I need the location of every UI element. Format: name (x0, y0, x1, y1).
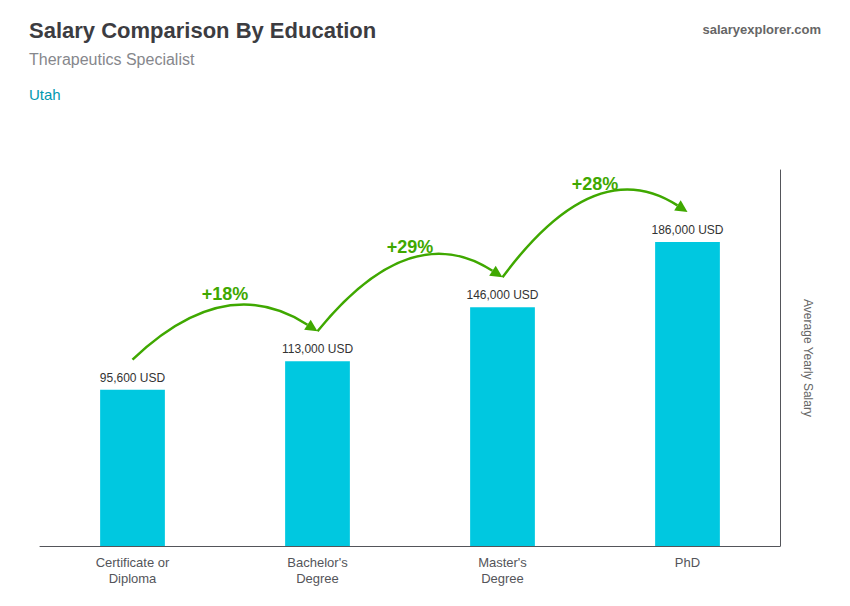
svg-text:PhD: PhD (675, 555, 700, 570)
svg-text:+28%: +28% (572, 174, 619, 194)
svg-text:95,600 USD: 95,600 USD (100, 371, 166, 385)
svg-text:146,000 USD: 146,000 USD (466, 288, 538, 302)
svg-text:Master's: Master's (478, 555, 527, 570)
svg-text:Degree: Degree (481, 571, 524, 586)
svg-text:113,000 USD: 113,000 USD (282, 342, 353, 356)
svg-text:salaryexplorer.com: salaryexplorer.com (702, 22, 821, 37)
svg-text:Therapeutics Specialist: Therapeutics Specialist (29, 51, 195, 68)
svg-text:Average Yearly Salary: Average Yearly Salary (801, 299, 815, 417)
svg-text:Diploma: Diploma (109, 571, 157, 586)
svg-text:Salary Comparison By Education: Salary Comparison By Education (29, 18, 376, 43)
svg-text:+18%: +18% (202, 284, 249, 304)
svg-text:Certificate or: Certificate or (96, 555, 170, 570)
svg-text:+29%: +29% (387, 237, 434, 257)
svg-text:186,000 USD: 186,000 USD (651, 223, 723, 237)
svg-text:Utah: Utah (29, 86, 61, 103)
svg-text:Degree: Degree (296, 571, 339, 586)
svg-text:Bachelor's: Bachelor's (287, 555, 348, 570)
